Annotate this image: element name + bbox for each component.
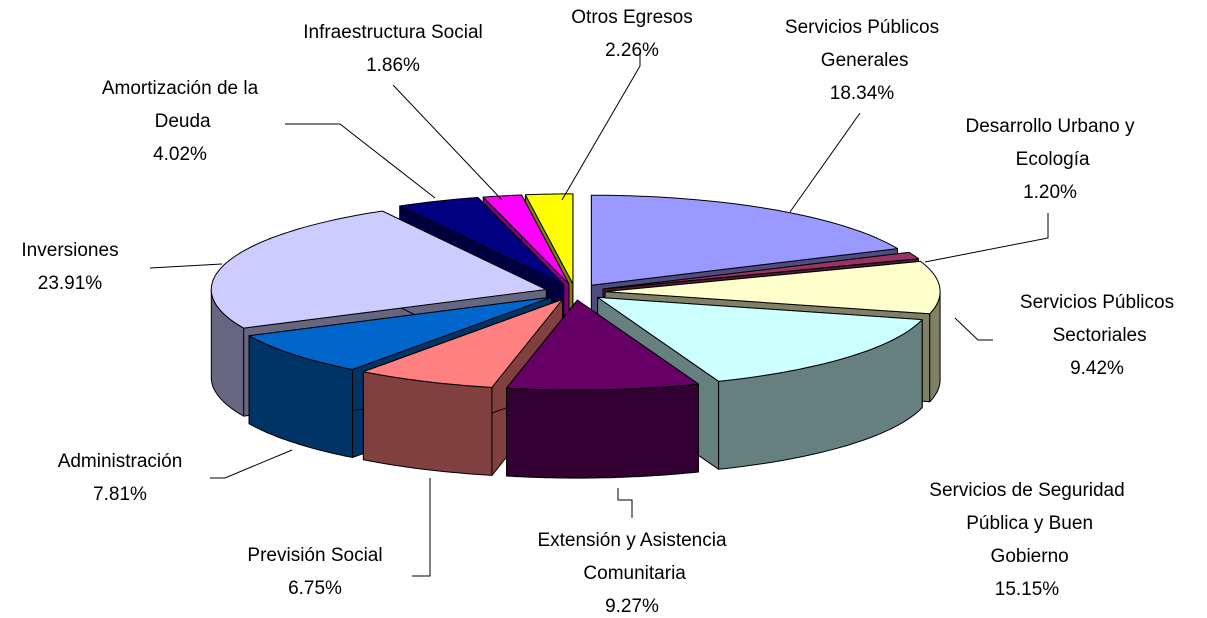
leader-line (617, 488, 633, 518)
value-label: 2.26% (605, 40, 659, 61)
slice-label: Servicios de Seguridad Pública y Buen Go… (929, 480, 1124, 567)
leader-line (392, 84, 503, 201)
slice-label: Extensión y Asistencia Comunitaria (537, 530, 726, 584)
value-label: 4.02% (153, 144, 207, 165)
slice (210, 210, 547, 329)
slice-label: Servicios Públicos Sectoriales (1020, 292, 1174, 346)
slice-label: Desarrollo Urbano y Ecología (966, 116, 1135, 170)
slice-label: Servicios Públicos Generales (785, 17, 939, 71)
slice-label: Infraestructura Social (303, 22, 483, 43)
slice (602, 251, 919, 290)
slice (362, 298, 564, 388)
slice (399, 197, 565, 285)
value-label: 1.86% (366, 55, 420, 76)
slice (597, 296, 923, 382)
leader-line (412, 478, 431, 577)
value-label: 1.20% (1023, 182, 1077, 203)
value-label: 23.91% (38, 273, 103, 294)
slice-label: Amortización de la Deuda (102, 78, 259, 132)
slice-label: Administración (58, 451, 183, 472)
slice-label: Inversiones (21, 240, 118, 261)
leader-line (954, 317, 993, 341)
value-label: 9.42% (1070, 358, 1124, 379)
slice (524, 193, 574, 285)
value-label: 9.27% (605, 596, 659, 617)
leader-line (285, 123, 436, 199)
slice-label: Previsión Social (247, 545, 382, 566)
leader-line (924, 213, 1049, 263)
slice (248, 296, 553, 370)
slice-wall (506, 383, 699, 479)
value-label: 6.75% (288, 578, 342, 599)
leader-line (149, 263, 223, 269)
value-label: 15.15% (995, 579, 1060, 600)
value-label: 18.34% (830, 83, 895, 104)
slice-label: Otros Egresos (571, 7, 692, 28)
slice-wall (362, 371, 493, 476)
leader-line (789, 112, 861, 213)
slice (590, 194, 898, 286)
leader-line (561, 52, 641, 201)
slice (506, 299, 699, 391)
value-label: 7.81% (93, 484, 147, 505)
slice (482, 194, 570, 285)
slice (604, 260, 941, 315)
leader-line (210, 449, 293, 479)
